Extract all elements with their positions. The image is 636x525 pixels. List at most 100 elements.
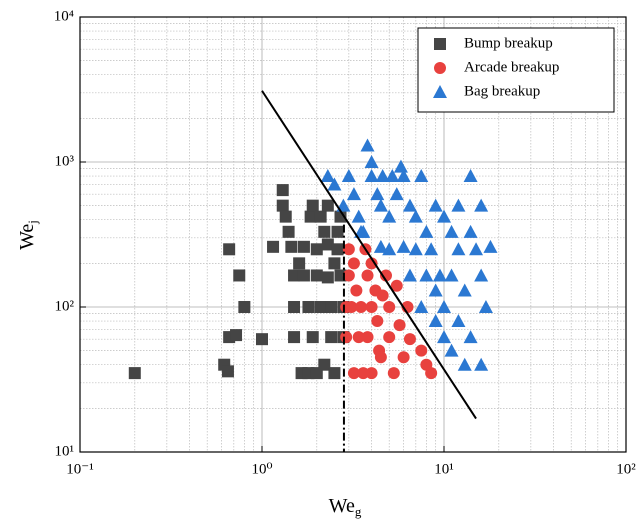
point — [373, 239, 388, 253]
point — [432, 268, 447, 282]
point — [306, 331, 319, 344]
legend-marker — [434, 62, 446, 74]
point — [463, 169, 478, 183]
point — [310, 243, 323, 256]
point — [321, 271, 334, 284]
y-tick-label: 10¹ — [55, 443, 75, 459]
point — [415, 344, 428, 357]
point — [282, 225, 295, 238]
x-axis-label: Weg — [329, 495, 362, 519]
legend-marker — [433, 85, 447, 98]
point — [383, 301, 396, 313]
point — [256, 333, 268, 346]
point — [288, 301, 301, 313]
point — [437, 300, 451, 313]
point — [408, 242, 423, 256]
point — [396, 239, 411, 253]
point — [376, 289, 389, 302]
point — [302, 301, 315, 313]
point — [233, 269, 246, 282]
point — [425, 367, 438, 380]
point — [428, 283, 443, 297]
legend-marker — [434, 38, 446, 50]
legend-label: Bag breakup — [464, 83, 540, 99]
point — [360, 138, 375, 152]
point — [382, 242, 397, 256]
point — [288, 269, 301, 282]
point — [444, 268, 459, 282]
point — [474, 268, 489, 282]
point — [328, 367, 341, 380]
point — [328, 257, 341, 270]
point — [419, 224, 434, 238]
legend-label: Bump breakup — [464, 35, 553, 51]
point — [306, 199, 319, 212]
series — [320, 138, 498, 371]
point — [361, 269, 374, 282]
point — [340, 331, 353, 344]
point — [320, 169, 335, 183]
point — [414, 300, 429, 313]
point — [385, 169, 400, 183]
point — [364, 169, 379, 183]
point — [288, 331, 301, 344]
point — [347, 257, 360, 270]
point — [365, 301, 378, 313]
point — [379, 269, 392, 282]
point — [408, 209, 423, 223]
point — [414, 169, 429, 183]
point — [382, 209, 397, 223]
point — [354, 224, 369, 238]
point — [463, 330, 478, 344]
point — [357, 367, 370, 380]
point — [325, 301, 338, 313]
point — [355, 301, 368, 313]
point — [451, 314, 466, 328]
point — [321, 199, 334, 212]
point — [325, 331, 338, 344]
point — [444, 343, 459, 357]
x-tick-label: 10⁻¹ — [66, 461, 93, 477]
point — [474, 198, 489, 212]
point — [365, 257, 378, 270]
point — [345, 301, 358, 313]
point — [297, 269, 310, 282]
point — [276, 184, 289, 197]
point — [444, 224, 459, 238]
point — [342, 269, 355, 282]
point — [223, 243, 236, 256]
point — [451, 198, 466, 212]
x-tick-label: 10² — [616, 461, 636, 477]
point — [352, 331, 365, 344]
point — [451, 242, 466, 256]
point — [370, 187, 385, 201]
y-tick-label: 10² — [55, 298, 75, 314]
x-tick-label: 10⁰ — [251, 461, 272, 477]
point — [428, 198, 443, 212]
point — [341, 169, 356, 183]
point — [387, 367, 400, 380]
point — [478, 300, 493, 313]
point — [371, 315, 384, 328]
series — [340, 243, 438, 380]
point — [474, 357, 489, 371]
point — [364, 155, 379, 168]
point — [469, 242, 484, 256]
y-tick-label: 10³ — [55, 153, 75, 169]
point — [310, 269, 323, 282]
x-tick-label: 10¹ — [434, 461, 454, 477]
point — [463, 224, 478, 238]
point — [285, 240, 298, 253]
point — [276, 199, 289, 212]
point — [383, 331, 396, 344]
point — [457, 283, 472, 297]
point — [419, 268, 434, 282]
point — [304, 210, 317, 223]
point — [457, 357, 472, 371]
point — [389, 187, 404, 201]
point — [424, 242, 439, 256]
point — [402, 198, 417, 212]
point — [397, 351, 410, 364]
point — [297, 240, 310, 253]
